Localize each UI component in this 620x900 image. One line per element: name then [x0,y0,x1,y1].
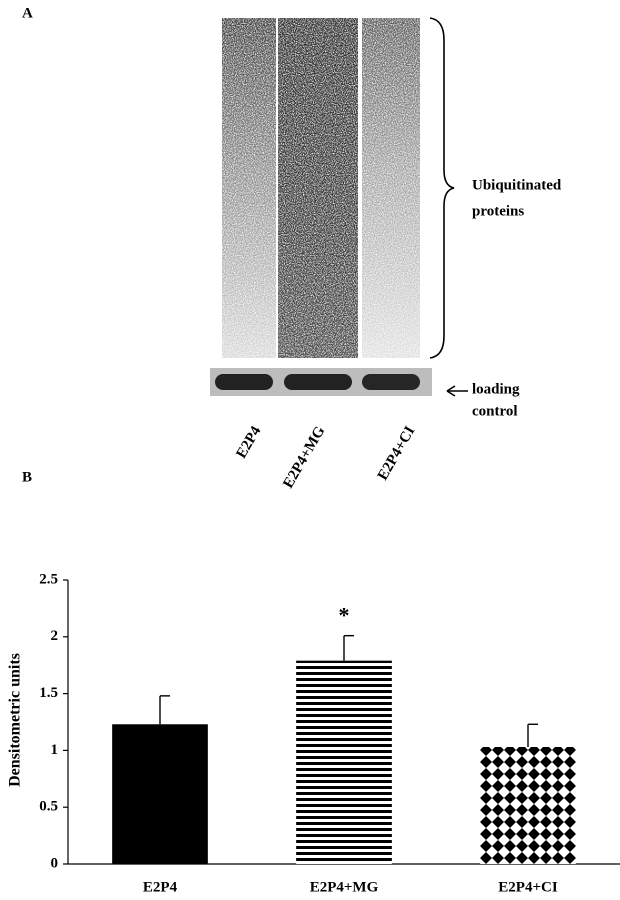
x-tick-label: E2P4+MG [310,879,379,895]
lane-label: E2P4+MG [280,423,328,491]
y-tick-label: 2 [51,628,59,644]
bar [296,660,392,864]
y-axis-label: Densitometric units [7,653,24,787]
lane-label: E2P4+CI [375,424,419,484]
bar [112,724,208,864]
significance-marker: * [339,603,350,628]
y-tick-label: 0 [51,855,59,871]
loading-control-label: control [472,403,518,419]
x-tick-label: E2P4+CI [498,879,558,895]
arrow [446,385,468,397]
lane-label: E2P4 [233,423,264,461]
bar [480,746,576,864]
y-tick-label: 1 [51,742,59,758]
panel-label: B [22,469,32,485]
x-tick-label: E2P4 [143,879,178,895]
y-tick-label: 0.5 [39,799,58,815]
blot [222,18,420,358]
panel-label: A [22,5,33,21]
bracket [429,17,455,359]
y-tick-label: 1.5 [39,685,58,701]
y-tick-label: 2.5 [39,571,58,587]
grain [222,18,420,358]
bracket-label: Ubiquitinated [472,177,562,193]
bracket-label: proteins [472,203,524,219]
loading-control-label: loading [472,381,520,397]
loading-control-strip [210,368,432,396]
